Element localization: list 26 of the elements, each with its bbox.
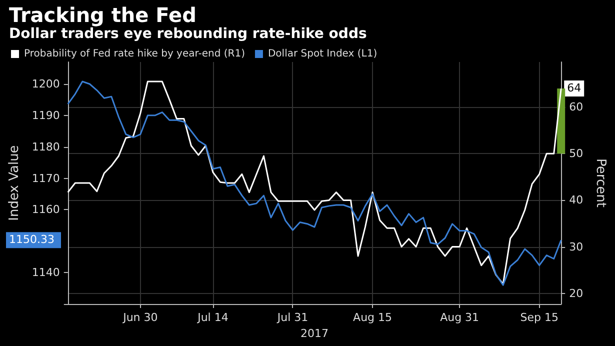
- chart-title: Tracking the Fed: [9, 3, 196, 27]
- y-tick-label: 1170: [32, 172, 60, 185]
- y-tick-label: 1200: [32, 78, 60, 90]
- legend-label: Probability of Fed rate hike by year-end (R1): [24, 48, 246, 60]
- y2-tick-label: 30: [569, 240, 584, 254]
- x-tick-label: Jul 31: [276, 311, 308, 324]
- x-axis-title: 2017: [300, 327, 328, 340]
- data-label: 64: [567, 82, 582, 95]
- y-tick-label: 1180: [32, 140, 60, 154]
- text: 1150.33: [9, 233, 54, 246]
- y2-tick-label: 20: [569, 286, 584, 300]
- y-tick-label: 1190: [32, 108, 60, 122]
- y-tick-label: 1160: [32, 203, 60, 216]
- y-axis-title: Index Value: [7, 145, 22, 221]
- legend-label: Dollar Spot Index (L1): [268, 48, 378, 60]
- x-tick-label: Aug 15: [353, 311, 392, 324]
- x-tick-label: Aug 31: [440, 311, 480, 324]
- x-tick-label: Jul 14: [196, 311, 228, 324]
- chart-subtitle: Dollar traders eye rebounding rate-hike odds: [9, 26, 367, 42]
- y2-tick-label: 40: [569, 194, 584, 207]
- y-tick-label: 1140: [32, 266, 60, 280]
- y2-tick-label: 60: [569, 100, 584, 114]
- y2-tick-label: 50: [569, 147, 584, 160]
- x-tick-label: Jun 30: [122, 311, 158, 324]
- y2-axis-title: Percent: [593, 158, 608, 208]
- x-tick-label: Sep 15: [520, 311, 558, 324]
